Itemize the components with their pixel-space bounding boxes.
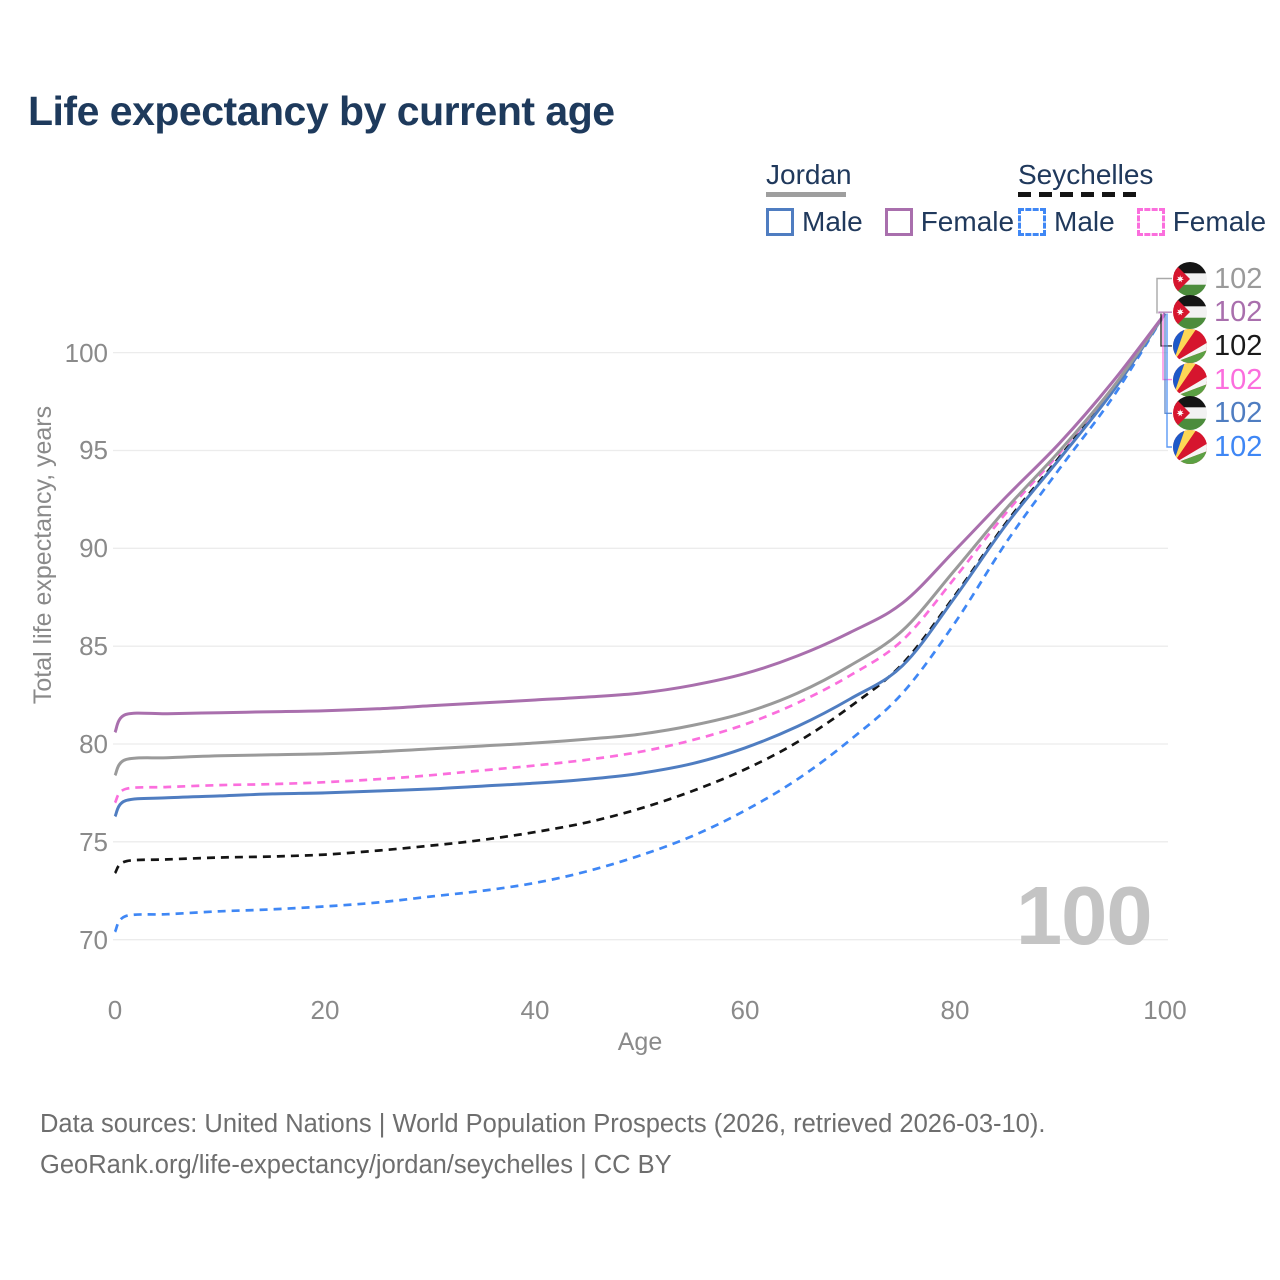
end-value-seychelles-male: 102 bbox=[1214, 431, 1263, 463]
jordan-female-swatch-icon bbox=[884, 208, 913, 236]
legend-label-seychelles-female: Female bbox=[1172, 206, 1267, 237]
end-label-connector-seychelles-all bbox=[1160, 313, 1172, 347]
end-label-row-jordan-female: 102 bbox=[1173, 295, 1263, 330]
legend-group-jordan: Jordan Male Female bbox=[766, 160, 1014, 238]
jordan-flag-icon bbox=[1173, 261, 1207, 296]
seychelles-flag-icon bbox=[1173, 362, 1207, 397]
legend-label-seychelles-male: Male bbox=[1054, 206, 1115, 237]
seychelles-male-swatch-icon bbox=[1018, 208, 1046, 236]
seychelles-flag-icon bbox=[1173, 430, 1207, 464]
end-label-row-seychelles-all: 102 bbox=[1173, 328, 1263, 363]
seychelles-flag-icon bbox=[1173, 362, 1207, 397]
legend-label-jordan-male: Male bbox=[802, 206, 863, 237]
x-tick-label-0: 0 bbox=[107, 995, 123, 1025]
y-tick-label-70: 70 bbox=[79, 924, 108, 955]
jordan-male-swatch-icon bbox=[766, 208, 794, 236]
legend-country-seychelles: Seychelles bbox=[1018, 159, 1154, 190]
legend-label-jordan-female: Female bbox=[920, 206, 1015, 237]
y-tick-label-95: 95 bbox=[79, 435, 108, 466]
end-value-seychelles-female: 102 bbox=[1214, 363, 1263, 396]
seychelles-flag-icon bbox=[1173, 430, 1207, 464]
series-line-seychelles-all[interactable] bbox=[113, 312, 1167, 875]
series-line-jordan-female[interactable] bbox=[113, 312, 1167, 734]
end-label-connector-jordan-all bbox=[1156, 277, 1172, 314]
seychelles-female-swatch-icon bbox=[1136, 208, 1165, 236]
end-label-connector-seychelles-female bbox=[1162, 313, 1172, 381]
end-label-row-seychelles-male: 102 bbox=[1173, 430, 1262, 464]
jordan-flag-icon bbox=[1173, 396, 1207, 431]
jordan-flag-icon bbox=[1173, 261, 1207, 296]
legend-item-seychelles-female[interactable]: Female bbox=[1136, 206, 1267, 238]
end-value-jordan-female: 102 bbox=[1214, 296, 1263, 329]
end-value-seychelles-all: 102 bbox=[1214, 329, 1263, 362]
jordan-flag-icon bbox=[1173, 295, 1207, 330]
footer-attribution: GeoRank.org/life-expectancy/jordan/seych… bbox=[40, 1150, 672, 1179]
footer: Data sources: United Nations | World Pop… bbox=[40, 1104, 1045, 1185]
end-label-row-seychelles-female: 102 bbox=[1173, 362, 1263, 397]
x-tick-label-80: 80 bbox=[940, 995, 970, 1025]
y-tick-label-75: 75 bbox=[79, 826, 108, 857]
legend-item-seychelles-male[interactable]: Male bbox=[1018, 206, 1115, 238]
legend-item-jordan-male[interactable]: Male bbox=[766, 206, 863, 238]
x-tick-label-20: 20 bbox=[310, 995, 340, 1025]
end-value-jordan-all: 102 bbox=[1214, 262, 1263, 295]
y-tick-label-90: 90 bbox=[79, 533, 108, 564]
page-title: Life expectancy by current age bbox=[28, 88, 615, 134]
series-line-jordan-male[interactable] bbox=[113, 312, 1167, 818]
y-tick-label-100: 100 bbox=[64, 337, 108, 368]
series-line-seychelles-female[interactable] bbox=[113, 312, 1167, 804]
jordan-flag-icon bbox=[1173, 295, 1207, 330]
footer-data-sources: Data sources: United Nations | World Pop… bbox=[40, 1110, 1046, 1138]
x-tick-label-60: 60 bbox=[730, 995, 760, 1025]
legend-underline-seychelles-dashed bbox=[1018, 192, 1138, 197]
end-value-jordan-male: 102 bbox=[1214, 397, 1263, 430]
x-tick-label-40: 40 bbox=[520, 995, 550, 1025]
series-line-seychelles-male[interactable] bbox=[113, 312, 1167, 933]
legend-item-jordan-female[interactable]: Female bbox=[884, 206, 1015, 238]
y-tick-label-85: 85 bbox=[79, 631, 108, 662]
end-label-row-jordan-all: 102 bbox=[1173, 261, 1263, 296]
seychelles-flag-icon bbox=[1173, 328, 1207, 363]
jordan-flag-icon bbox=[1173, 396, 1207, 431]
end-label-connector-jordan-male bbox=[1164, 313, 1172, 414]
x-axis-title: Age bbox=[617, 1028, 663, 1056]
legend-group-seychelles: Seychelles Male Female bbox=[1018, 160, 1266, 238]
series-line-jordan-all[interactable] bbox=[113, 312, 1167, 777]
y-tick-label-80: 80 bbox=[79, 729, 108, 759]
end-label-connector-seychelles-male bbox=[1166, 313, 1172, 448]
legend-underline-jordan-solid bbox=[766, 192, 846, 197]
x-tick-label-100: 100 bbox=[1143, 995, 1187, 1025]
legend-country-jordan: Jordan bbox=[766, 159, 852, 190]
end-label-connector-jordan-female bbox=[1158, 311, 1172, 314]
end-label-row-jordan-male: 102 bbox=[1173, 396, 1263, 431]
age-watermark: 100 bbox=[1016, 869, 1152, 962]
seychelles-flag-icon bbox=[1173, 328, 1207, 363]
